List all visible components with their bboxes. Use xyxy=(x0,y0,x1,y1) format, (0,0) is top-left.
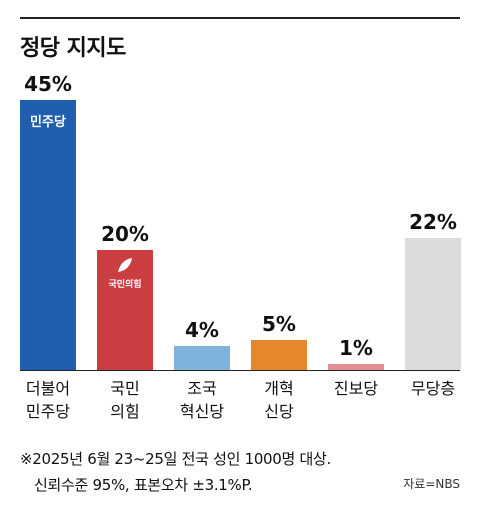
category-label-3-0: 개혁 xyxy=(264,379,293,398)
value-label-0: 45% xyxy=(24,72,72,96)
category-label-2-1: 혁신당 xyxy=(180,402,224,421)
category-label-1-1: 의힘 xyxy=(110,402,139,421)
top-rule xyxy=(20,17,460,19)
value-label-5: 22% xyxy=(409,210,457,234)
bar-chart: 45%더불어민주당민주당20%국민의힘국민의힘4%조국혁신당5%개혁신당1%진보… xyxy=(20,72,461,421)
bar-logo-text-0: 민주당 xyxy=(30,114,66,130)
source-label: 자료=NBS xyxy=(403,477,460,491)
category-label-5-0: 무당층 xyxy=(411,379,455,398)
footnote-line-1: ※2025년 6월 23~25일 전국 성인 1000명 대상. xyxy=(20,450,331,468)
value-label-4: 1% xyxy=(339,336,373,360)
category-label-0-1: 민주당 xyxy=(26,402,70,421)
bar-4 xyxy=(328,364,384,370)
bar-3 xyxy=(251,340,307,370)
category-label-2-0: 조국 xyxy=(187,379,216,398)
chart-title: 정당 지지도 xyxy=(20,36,126,61)
footnote-line-2: 신뢰수준 95%, 표본오차 ±3.1%P. xyxy=(34,476,253,494)
party-emblem-icon xyxy=(118,258,132,272)
bar-2 xyxy=(174,346,230,370)
value-label-2: 4% xyxy=(185,318,219,342)
bar-1 xyxy=(97,250,153,370)
bar-logo-text-1: 국민의힘 xyxy=(108,278,141,290)
value-label-1: 20% xyxy=(101,222,149,246)
category-label-1-0: 국민 xyxy=(110,379,139,398)
bar-0 xyxy=(20,100,76,370)
bar-5 xyxy=(405,238,461,370)
footnote: ※2025년 6월 23~25일 전국 성인 1000명 대상. 신뢰수준 95… xyxy=(20,446,331,498)
category-label-0-0: 더불어 xyxy=(26,379,70,398)
category-label-4-0: 진보당 xyxy=(334,379,378,398)
category-label-3-1: 신당 xyxy=(264,402,294,421)
value-label-3: 5% xyxy=(262,312,296,336)
